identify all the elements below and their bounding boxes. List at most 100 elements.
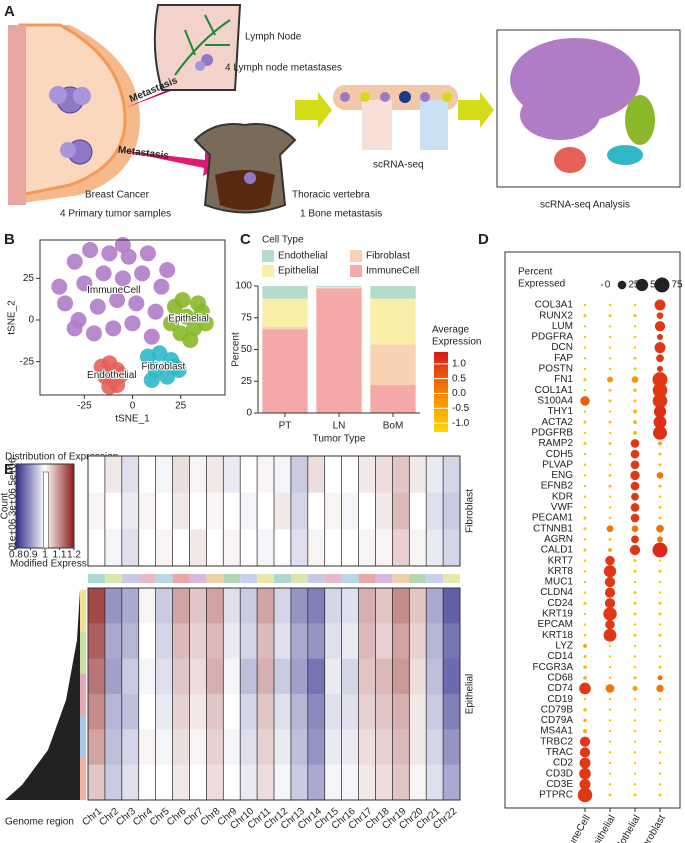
heat-cell [138,492,156,530]
heat-cell [392,658,410,695]
dot [608,751,612,754]
heat-cell [257,529,275,567]
heat-cell [104,694,123,730]
legend-swatch [262,250,274,262]
point [89,298,106,315]
heat-cell [138,588,156,624]
gene-label: POSTN [539,364,573,375]
label: Thoracic vertebra [292,190,370,201]
heat-cell [138,729,156,765]
point [153,278,170,295]
dot [657,536,663,543]
heat-cell [88,529,106,567]
heat-cell [88,658,106,695]
heat-cell [121,729,140,765]
dot [608,357,612,360]
heat-cell [443,764,461,801]
dot [632,686,638,691]
dot [608,783,612,786]
y-tick-label: 25 [241,376,253,387]
heat-cell [358,658,376,695]
gene-label: PDGFRA [531,332,573,343]
dot [583,431,587,435]
chrom-strip [121,574,139,583]
heat-cell [88,492,106,530]
heat-cell [257,658,275,695]
heat-cell [324,492,342,530]
chrom-strip [375,574,393,583]
dot [583,548,587,552]
heat-cell [88,588,106,624]
bar-segment [370,286,416,299]
heat-cell [392,456,410,493]
legend-swatch [262,265,274,277]
inset-x-label: 1 [42,550,48,561]
heat-cell [172,529,190,567]
gene-label: PTPRC [539,790,573,801]
point [159,262,176,278]
dot [658,580,662,584]
gene-label: VWF [551,502,573,513]
heat-cell [341,658,359,695]
legend-label: Fibroblast [366,251,410,262]
dot [608,506,612,509]
dot [633,772,637,775]
dot [630,513,640,523]
heat-cell [290,588,309,624]
legend-title: Cell Type [262,235,304,246]
legend-label: 0 [605,280,611,291]
dot [631,492,639,501]
legend-label: Epithelial [278,266,319,277]
gene-label: CD14 [547,651,573,662]
dot [658,601,662,605]
point [114,237,131,253]
dot [608,719,612,722]
heat-cell [426,492,444,530]
bar-segment [370,385,416,413]
dot [653,405,667,418]
dot [583,346,587,349]
heat-cell [240,764,258,801]
heat-cell [443,694,461,730]
dot [633,665,637,669]
y-tick-label: 25 [23,273,35,284]
dot [633,335,637,339]
point [124,315,141,332]
dot [608,441,612,445]
block-frame [87,587,461,801]
dot [583,655,587,659]
gene-label: CD74 [547,683,573,694]
dot [608,303,612,307]
dot [583,718,587,723]
dot [633,612,637,616]
gene-label: ENG [551,470,573,481]
legend-label: ImmuneCell [366,266,419,277]
inset-y-label: 5e+06 [8,457,19,486]
dot [633,569,637,573]
heat-cell [155,529,173,567]
dot [608,676,612,680]
dot [658,655,662,658]
dot [608,729,612,733]
dot [658,559,662,562]
point [66,320,83,337]
dot [633,388,637,392]
heat-cell [358,588,376,624]
chrom-strip [104,574,122,583]
label: Breast Cancer [85,190,150,201]
point [134,265,151,282]
gene-label: CD68 [547,672,573,683]
heat-cell [104,588,123,624]
gene-label: CD19 [547,694,573,705]
dot [631,535,639,544]
heat-cell [409,658,427,695]
gene-label: CTNNB1 [533,523,573,534]
heat-cell [290,658,309,695]
dot [579,747,591,758]
dot [633,740,637,743]
heat-cell [206,694,224,730]
heat-cell [138,529,156,567]
panel-label: C [240,231,251,248]
gene-label: RUNX2 [539,310,573,321]
heat-cell [189,588,207,624]
